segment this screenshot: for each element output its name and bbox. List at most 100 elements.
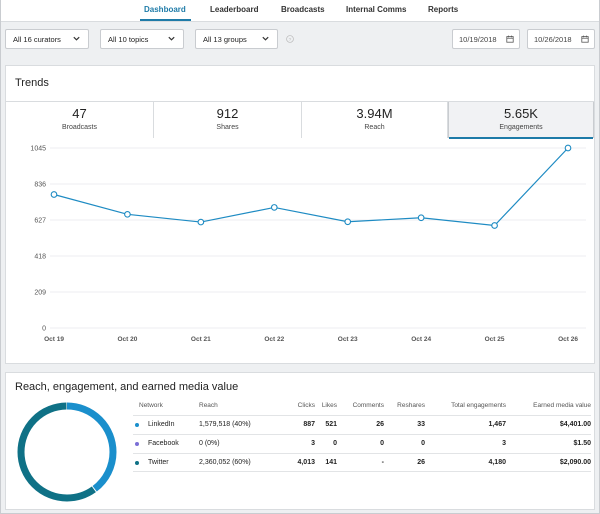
help-icon[interactable]: ? [286, 35, 294, 43]
series-line [53, 147, 569, 227]
topics-dropdown[interactable]: All 10 topics [100, 29, 184, 49]
curators-dropdown-label: All 16 curators [13, 35, 61, 44]
kpi-reach[interactable]: 3.94M Reach [302, 102, 448, 138]
reach-value: 0 (0%) [199, 440, 220, 447]
end-date-field[interactable]: 10/26/2018 [527, 29, 595, 49]
col-reshares: Reshares [397, 402, 425, 409]
likes-value: 141 [325, 459, 337, 466]
tab-internal-comms[interactable]: Internal Comms [346, 5, 407, 14]
kpi-broadcasts-value: 47 [72, 106, 87, 121]
kpi-engagements-value: 5.65K [504, 106, 538, 121]
data-point[interactable] [491, 222, 498, 229]
likes-value: 521 [325, 421, 337, 428]
reach-value: 2,360,052 (60%) [199, 459, 251, 466]
tab-broadcasts[interactable]: Broadcasts [281, 5, 325, 14]
reach-donut-chart [17, 402, 117, 502]
data-point[interactable] [50, 191, 58, 198]
twitter-dot-icon [135, 461, 139, 465]
network-name: Facebook [148, 440, 179, 447]
chevron-down-icon [73, 36, 80, 41]
kpi-broadcasts[interactable]: 47 Broadcasts [6, 102, 154, 138]
y-tick-label: 209 [34, 290, 46, 297]
data-point[interactable] [417, 214, 425, 222]
y-tick-label: 627 [34, 218, 46, 225]
kpi-engagements-label: Engagements [499, 124, 543, 131]
emv-value: $1.50 [573, 440, 591, 447]
tab-reports[interactable]: Reports [428, 5, 459, 14]
col-network: Network [139, 402, 163, 409]
curators-dropdown[interactable]: All 16 curators [5, 29, 89, 49]
tab-dashboard[interactable]: Dashboard [144, 5, 186, 14]
kpi-reach-value: 3.94M [356, 106, 393, 121]
reach-card: Reach, engagement, and earned media valu… [5, 372, 595, 510]
col-likes: Likes [321, 402, 337, 409]
trends-title: Trends [15, 77, 49, 89]
x-tick-label: Oct 20 [117, 336, 137, 343]
trends-card: Trends 47 Broadcasts 912 Shares 3.94M Re… [5, 65, 595, 364]
calendar-icon [506, 35, 514, 43]
clicks-value: 887 [303, 421, 315, 428]
y-tick-label: 0 [42, 326, 46, 333]
x-tick-label: Oct 26 [558, 336, 578, 343]
total-engagements-value: 3 [502, 440, 506, 447]
groups-dropdown[interactable]: All 13 groups [195, 29, 278, 49]
reach-value: 1,579,518 (40%) [199, 421, 251, 428]
reshares-value: 33 [417, 421, 425, 428]
linkedin-dot-icon [135, 423, 139, 427]
clicks-value: 4,013 [297, 459, 315, 466]
reshares-value: 0 [421, 440, 425, 447]
groups-dropdown-label: All 13 groups [203, 35, 247, 44]
start-date-field[interactable]: 10/19/2018 [452, 29, 520, 49]
svg-text:?: ? [289, 37, 292, 43]
reach-title: Reach, engagement, and earned media valu… [15, 381, 239, 393]
network-name: LinkedIn [148, 421, 175, 428]
chevron-down-icon [262, 36, 269, 41]
data-point[interactable] [344, 218, 352, 226]
kpi-shares-value: 912 [216, 106, 239, 121]
tab-leaderboard[interactable]: Leaderboard [210, 5, 259, 14]
engagement-line-chart: 0 209 418 627 836 1045 Oct 19 Oct 20 Oct 21 Oct 2… [30, 144, 586, 343]
reshares-value: 26 [417, 459, 425, 466]
y-tick-label: 1045 [30, 146, 46, 153]
col-total-engagements: Total engagements [451, 402, 506, 409]
calendar-icon [581, 35, 589, 43]
kpi-reach-label: Reach [364, 124, 385, 131]
clicks-value: 3 [311, 440, 315, 447]
topics-dropdown-label: All 10 topics [108, 35, 149, 44]
emv-value: $4,401.00 [559, 421, 591, 428]
data-point[interactable] [564, 144, 572, 152]
total-engagements-value: 4,180 [488, 459, 506, 466]
facebook-dot-icon [135, 442, 139, 446]
x-tick-label: Oct 23 [338, 336, 358, 343]
table-row-facebook: Facebook 0 (0%) 3 0 0 0 3 $1.50 [133, 434, 591, 453]
emv-value: $2,090.00 [559, 459, 591, 466]
kpi-tabs: 47 Broadcasts 912 Shares 3.94M Reach 5.6… [6, 101, 594, 139]
x-tick-label: Oct 25 [485, 336, 505, 343]
x-tick-label: Oct 19 [44, 336, 64, 343]
network-name: Twitter [148, 459, 169, 466]
col-comments: Comments [352, 402, 384, 409]
kpi-shares-label: Shares [216, 124, 239, 131]
table-row-twitter: Twitter 2,360,052 (60%) 4,013 141 - 26 4… [133, 453, 591, 472]
y-tick-label: 418 [34, 254, 46, 261]
col-reach: Reach [199, 402, 218, 409]
end-date-value: 10/26/2018 [534, 35, 572, 44]
data-point[interactable] [124, 210, 131, 218]
comments-value: 26 [376, 421, 384, 428]
data-point[interactable] [270, 204, 278, 211]
x-tick-label: Oct 24 [411, 336, 431, 343]
comments-value: 0 [380, 440, 384, 447]
donut-slice-twitter[interactable] [17, 402, 117, 502]
x-tick-label: Oct 22 [264, 336, 284, 343]
start-date-value: 10/19/2018 [459, 35, 497, 44]
kpi-engagements[interactable]: 5.65K Engagements [448, 102, 594, 139]
data-point[interactable] [197, 218, 205, 226]
y-tick-label: 836 [34, 182, 46, 189]
kpi-shares[interactable]: 912 Shares [154, 102, 302, 138]
donut-slice-linkedin[interactable] [17, 402, 117, 502]
kpi-broadcasts-label: Broadcasts [61, 124, 98, 131]
x-tick-label: Oct 21 [191, 336, 211, 343]
top-nav: Dashboard Leaderboard Broadcasts Interna… [1, 0, 599, 22]
chevron-down-icon [168, 36, 175, 41]
col-earned-media-value: Earned media value [533, 402, 591, 409]
